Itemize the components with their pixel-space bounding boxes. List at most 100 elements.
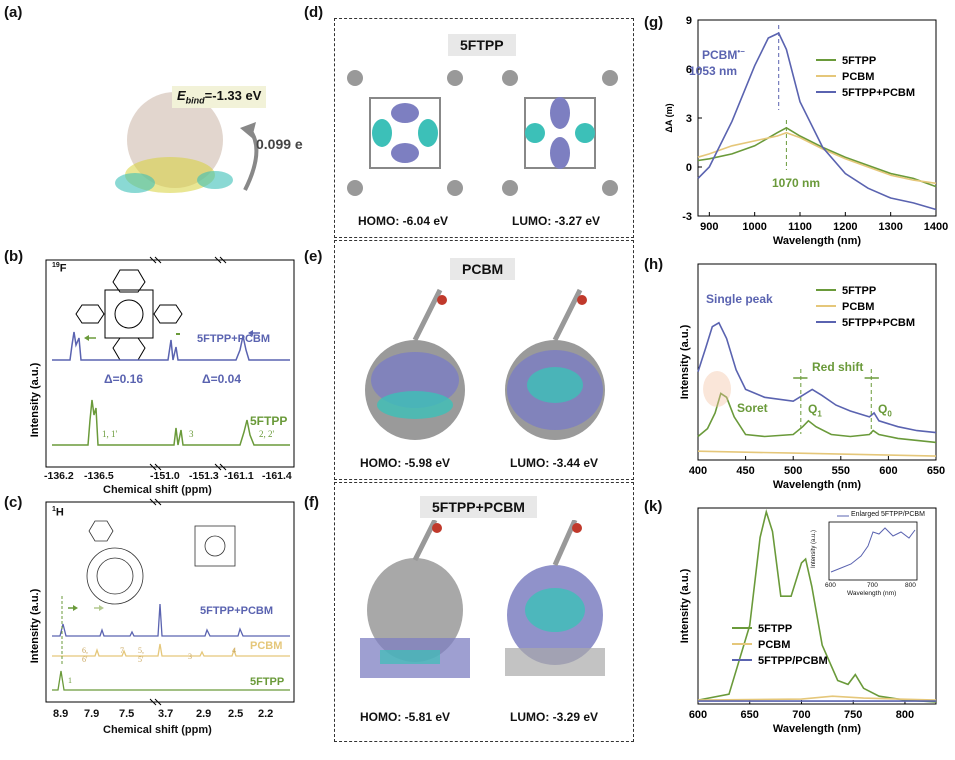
panel-label-g: (g) <box>644 14 664 31</box>
annot-h-single: Single peak <box>706 292 773 306</box>
homo-label-d: HOMO: -6.04 eV <box>358 214 449 228</box>
xtick-label-h: 450 <box>736 465 754 477</box>
panel-label-b: (b) <box>4 248 24 265</box>
lumo-label-d: LUMO: -3.27 eV <box>512 214 601 228</box>
charge-transfer-label: 0.099 e <box>256 136 303 152</box>
porphyrin-structure <box>75 269 183 361</box>
charge-density-cyan <box>115 173 155 193</box>
series-h-pcbm <box>697 450 937 457</box>
porphyrin-structure-c <box>194 525 236 567</box>
legend-label-h: 5FTPP <box>842 285 876 297</box>
ylabel-k: Intensity (a.u.) <box>679 568 691 643</box>
nmr-1h-chart: Intensity (a.u.) <box>29 498 295 706</box>
ylabel-g: ΔA (m) <box>664 103 674 132</box>
ylabel-b: Intensity (a.u.) <box>29 362 41 437</box>
nucleus-1h: 1H <box>52 506 64 519</box>
panel-label-f: (f) <box>304 494 319 511</box>
inset-trace <box>830 527 916 573</box>
legend-label-k: 5FTPP <box>758 623 792 635</box>
peak-label-b-3: 2, 2' <box>259 429 275 439</box>
trace-label-c-1: 5FTPP+PCBM <box>200 605 274 617</box>
xtick-label-g: 1200 <box>833 221 857 233</box>
legend-label-h: 5FTPP+PCBM <box>842 317 915 329</box>
trace-label-bottom-b: 5FTPP <box>250 414 288 428</box>
legend-label-k: 5FTPP/PCBM <box>758 655 828 667</box>
legend-label-g: PCBM <box>842 71 874 83</box>
ylabel-h: Intensity (a.u.) <box>679 324 691 399</box>
orbital-frame-f <box>334 482 634 742</box>
orbital-frame-d <box>334 18 634 238</box>
ytick-label-g: -3 <box>682 211 692 223</box>
homo-label-f: HOMO: -5.81 eV <box>360 710 451 724</box>
peak-label-b-1: 1, 1' <box>102 429 118 439</box>
xlabel-h: Wavelength (nm) <box>773 479 862 491</box>
annot-h-soret: Soret <box>737 401 768 415</box>
orbital-images-e <box>365 288 605 440</box>
annot-h-redshift: Red shift <box>812 360 864 374</box>
inset-k: Enlarged 5FTPP/PCBM Intensity (a.u.) 600… <box>811 511 925 597</box>
ytick-label-g: 9 <box>686 15 692 27</box>
xlabel-c: Chemical shift (ppm) <box>103 724 212 736</box>
xlabel-g: Wavelength (nm) <box>773 235 862 247</box>
annot-g-1070: 1070 nm <box>772 176 821 190</box>
panel-label-c: (c) <box>4 494 23 511</box>
xtick-label-k: 750 <box>844 709 862 721</box>
delta2-label: Δ=0.04 <box>202 372 241 386</box>
xtick-label-h: 650 <box>927 465 945 477</box>
trace-5ftpp <box>52 399 290 446</box>
trace-c-blue <box>52 603 290 637</box>
xtick-label-g: 900 <box>700 221 718 233</box>
trace-label-c-3: 5FTPP <box>250 676 285 688</box>
ytick-label-g: 0 <box>686 162 692 174</box>
xtick-label-g: 1100 <box>788 221 812 233</box>
legend-label-h: PCBM <box>842 301 874 313</box>
lumo-orbital-e <box>505 288 605 440</box>
panel-label-a: (a) <box>4 4 23 21</box>
xtick-label-h: 600 <box>879 465 897 477</box>
peak-label-b-2: 3 <box>189 429 194 439</box>
ytick-label-g: 3 <box>686 113 692 125</box>
trace-label-c-2: PCBM <box>250 640 283 652</box>
orbital-images-d <box>347 70 618 196</box>
homo-orbital-e <box>365 288 465 440</box>
nucleus-19f: 19F <box>52 262 67 275</box>
xtick-label-k: 650 <box>741 709 759 721</box>
orbital-frame-e <box>334 240 634 480</box>
svg-text:Intensity (a.u.): Intensity (a.u.) <box>29 588 41 663</box>
lumo-orbital-d <box>502 70 618 196</box>
annot-g-1053: 1053 nm <box>689 64 738 78</box>
annot-h-q0: Q0 <box>878 402 892 419</box>
annot-h-q1: Q1 <box>808 402 822 419</box>
legend-label-k: PCBM <box>758 639 790 651</box>
panel-label-d: (d) <box>304 4 324 21</box>
ticks-c: 8.9 7.9 7.5 3.7 2.9 2.5 2.2 <box>53 708 274 720</box>
trace-c-yellow <box>52 643 290 657</box>
xtick-label-k: 600 <box>689 709 707 721</box>
charge-transfer-arrow <box>243 128 259 191</box>
homo-orbital-f <box>360 520 470 678</box>
xtick-label-h: 500 <box>784 465 802 477</box>
panel-label-e: (e) <box>304 248 323 265</box>
xtick-label-h: 550 <box>832 465 850 477</box>
orbital-images-f <box>360 520 605 678</box>
panel-label-k: (k) <box>644 498 663 515</box>
orbital-title-d: 5FTPP <box>448 34 516 56</box>
xtick-label-h: 400 <box>689 465 707 477</box>
orbital-title-e: PCBM <box>450 258 516 280</box>
trace-5ftpp-pcbm <box>52 331 290 361</box>
nmr-19f-chart: Intensity (a.u.) <box>29 256 295 471</box>
soret-highlight <box>703 371 732 407</box>
series-k-pcbm <box>697 695 937 701</box>
xtick-label-g: 1300 <box>878 221 902 233</box>
delta1-label: Δ=0.16 <box>104 372 143 386</box>
lumo-label-f: LUMO: -3.29 eV <box>510 710 599 724</box>
pcbm-structure <box>86 520 144 605</box>
legend-label-g: 5FTPP <box>842 55 876 67</box>
ebind-box: Ebind=-1.33 eV <box>172 86 267 108</box>
xtick-label-g: 1000 <box>742 221 766 233</box>
ticks-b: -136.2 -136.5 -151.0 -151.3 -161.1 -161.… <box>44 470 292 482</box>
legend-label-g: 5FTPP+PCBM <box>842 87 915 99</box>
xlabel-k: Wavelength (nm) <box>773 723 862 735</box>
trace-c-green <box>52 670 290 691</box>
trace-label-top-b: 5FTPP+PCBM <box>197 333 271 345</box>
